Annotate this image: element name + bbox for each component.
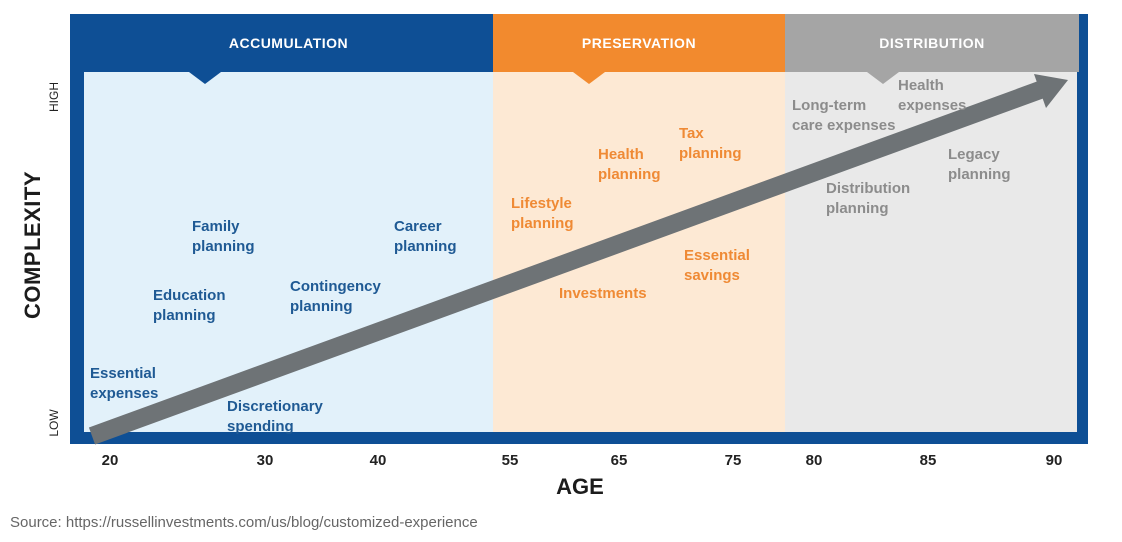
accumulation-header: ACCUMULATION (84, 14, 493, 72)
label-career-planning: Career planning (394, 218, 457, 255)
x-tick: 90 (1045, 452, 1063, 469)
label-investments: Investments (559, 285, 647, 302)
label-tax-planning: Tax planning (679, 125, 742, 162)
source-caption: Source: https://russellinvestments.com/u… (10, 514, 478, 531)
x-axis-title: AGE (556, 474, 604, 499)
label-discretionary-spending: Discretionary spending (227, 398, 323, 435)
x-tick: 30 (256, 452, 274, 469)
label-essential-savings: Essential savings (684, 247, 750, 284)
x-tick: 75 (724, 452, 742, 469)
x-tick: 40 (369, 452, 387, 469)
label-lifestyle-planning: Lifestyle planning (511, 195, 574, 232)
x-tick: 65 (610, 452, 628, 469)
label-legacy-planning: Legacy planning (948, 146, 1011, 183)
y-axis-low-label: LOW (47, 409, 61, 437)
x-tick: 85 (919, 452, 937, 469)
y-axis-high-label: HIGH (47, 82, 61, 112)
distribution-pointer (867, 72, 899, 84)
label-distribution-planning: Distribution planning (826, 180, 911, 217)
preservation-pointer (573, 72, 605, 84)
label-long-term-care: Long-term care expenses (792, 97, 896, 134)
preservation-header: PRESERVATION (493, 14, 785, 72)
growth-arrow-shaft (88, 81, 1044, 445)
label-education-planning: Education planning (153, 287, 226, 324)
x-tick: 80 (805, 452, 823, 469)
x-tick: 20 (101, 452, 119, 469)
label-essential-expenses: Essential expenses (90, 365, 159, 402)
accumulation-pointer (189, 72, 221, 84)
label-family-planning: Family planning (192, 218, 255, 255)
x-tick: 55 (501, 452, 519, 469)
distribution-header: DISTRIBUTION (785, 14, 1079, 72)
growth-arrow-head (1034, 74, 1068, 108)
label-health-expenses: Health expenses (898, 77, 967, 114)
label-contingency-planning: Contingency planning (290, 278, 381, 315)
preservation-zone (493, 72, 785, 432)
y-axis-title: COMPLEXITY (20, 171, 45, 320)
label-health-planning: Health planning (598, 146, 661, 183)
